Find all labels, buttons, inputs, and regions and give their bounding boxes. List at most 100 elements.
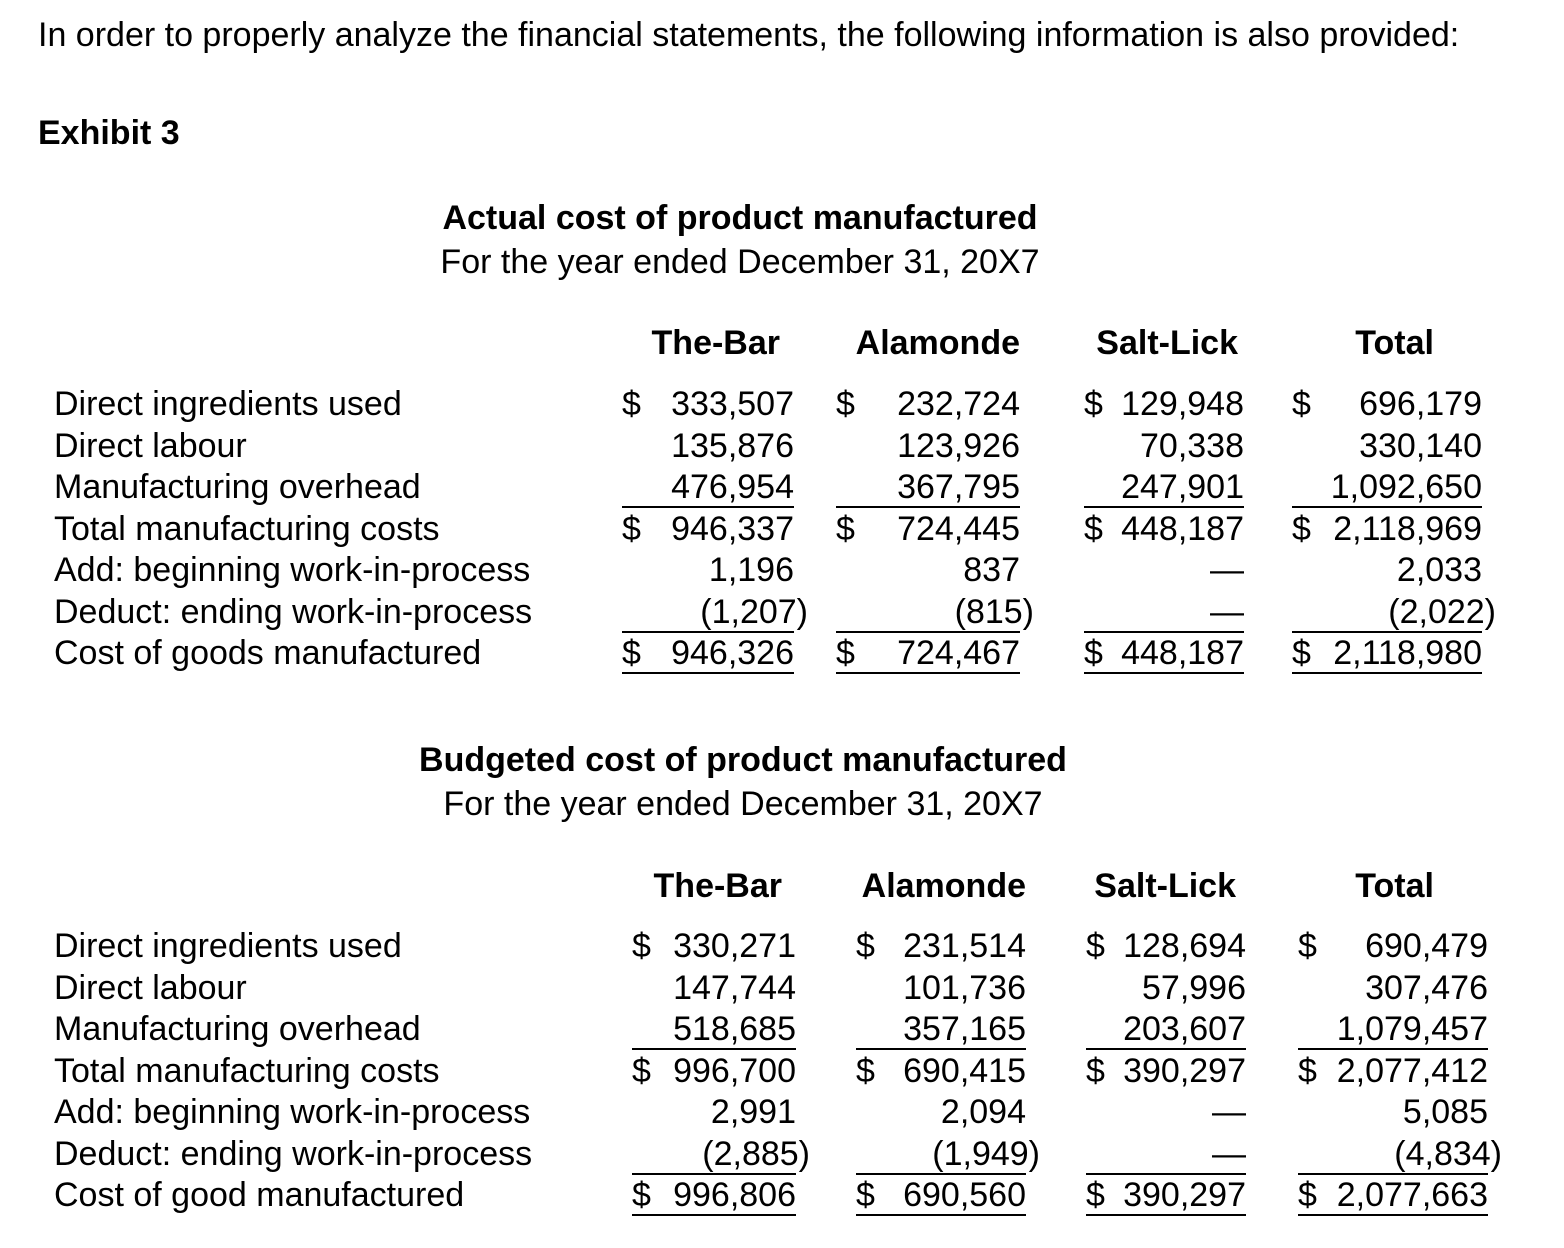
budgeted-title-block: Budgeted cost of product manufactured Fo… [380,738,1106,826]
table-cell: $2,118,980 [1292,632,1482,674]
cell-value: 690,560 [903,1176,1026,1214]
cell-value: 5,085 [1402,1093,1488,1131]
cell-value: 996,700 [673,1051,796,1090]
row-label: Deduct: ending work-in-process [54,1134,533,1173]
dollar-sign: $ [836,385,855,423]
cell-value: 696,179 [1359,385,1482,423]
cell-value: 2,118,980 [1333,634,1482,672]
cell-value: 518,685 [673,1010,796,1048]
cell-value: 390,297 [1123,1051,1246,1090]
cell-value: (2,885) [702,1134,810,1173]
row-label: Add: beginning work-in-process [54,551,531,589]
cell-value: — [1212,1134,1246,1173]
dollar-sign: $ [632,1176,651,1214]
dollar-sign: $ [856,1176,875,1214]
row-label: Cost of good manufactured [54,1176,465,1214]
table-cell: — [1086,1133,1246,1175]
cell-value: 476,954 [671,468,794,506]
table-cell: 247,901 [1084,466,1244,508]
cell-value: 307,476 [1365,968,1488,1007]
cell-value: 147,744 [673,968,796,1007]
row-label: Deduct: ending work-in-process [54,592,533,631]
budgeted-title: Budgeted cost of product manufactured [419,741,1067,779]
cell-value: (1,949) [932,1134,1040,1173]
cell-value: 2,991 [710,1093,796,1131]
table-cell: 2,991 [632,1091,796,1133]
table-cell: $390,297 [1086,1050,1246,1092]
cell-value: 101,736 [903,968,1026,1007]
dollar-sign: $ [1086,1176,1105,1214]
row-label: Cost of goods manufactured [54,634,482,672]
table-cell: 476,954 [622,466,794,508]
table-cell: $129,948 [1084,383,1244,425]
budgeted-subtitle: For the year ended December 31, 20X7 [443,785,1043,823]
dollar-sign: $ [622,385,641,423]
dollar-sign: $ [1292,509,1311,548]
actual-title-block: Actual cost of product manufactured For … [380,196,1100,284]
cell-value: 837 [963,551,1020,589]
cell-value: 330,271 [673,927,796,965]
table-cell: 123,926 [836,425,1020,467]
table-cell: $690,560 [856,1174,1026,1216]
cell-value: 946,337 [671,509,794,548]
cell-value: 70,338 [1140,426,1244,465]
row-label: Manufacturing overhead [54,1010,421,1048]
column-header-the-bar: The-Bar [651,324,780,362]
dollar-sign: $ [836,634,855,672]
dollar-sign: $ [1292,385,1311,423]
cell-value: 448,187 [1121,634,1244,672]
intro-text: In order to properly analyze the financi… [38,16,1460,54]
column-header-the-bar: The-Bar [653,867,782,905]
table-cell: $996,806 [632,1174,796,1216]
table-cell: $724,445 [836,508,1020,550]
table-cell: (815) [836,591,1034,633]
table-cell: $448,187 [1084,632,1244,674]
table-cell: 367,795 [836,466,1020,508]
table-cell: $946,326 [622,632,794,674]
table-cell: $996,700 [632,1050,796,1092]
dollar-sign: $ [622,509,641,548]
cell-value: 996,806 [673,1176,796,1214]
cell-value: (4,834) [1394,1134,1502,1173]
table-cell: $333,507 [622,383,794,425]
cell-value: 57,996 [1142,968,1246,1007]
table-cell: $231,514 [856,925,1026,967]
dollar-sign: $ [1298,1176,1317,1214]
table-cell: $696,179 [1292,383,1482,425]
table-cell: — [1086,1091,1246,1133]
table-cell: 101,736 [856,967,1026,1009]
cell-value: (1,207) [700,592,808,631]
cell-value: 2,077,663 [1336,1176,1488,1214]
table-cell: $2,077,412 [1298,1050,1488,1092]
table-cell: $690,415 [856,1050,1026,1092]
cell-value: 2,077,412 [1336,1051,1488,1090]
table-cell: — [1084,549,1244,591]
table-cell: 5,085 [1298,1091,1488,1133]
cell-value: 247,901 [1121,468,1244,506]
table-cell: 1,196 [622,549,794,591]
table-cell: (1,949) [856,1133,1040,1175]
column-header-total: Total [1355,867,1434,905]
cell-value: 330,140 [1359,426,1482,465]
table-cell: 203,607 [1086,1008,1246,1050]
cell-value: 946,326 [671,634,794,672]
cell-value: 448,187 [1121,509,1244,548]
table-cell: $946,337 [622,508,794,550]
cell-value: 2,033 [1396,551,1482,589]
table-cell: $128,694 [1086,925,1246,967]
row-label: Direct ingredients used [54,385,402,423]
dollar-sign: $ [856,1051,875,1090]
row-label: Total manufacturing costs [54,1051,440,1090]
cell-value: (2,022) [1388,592,1496,631]
cell-value: 367,795 [897,468,1020,506]
cell-value: — [1210,592,1244,631]
table-cell: $232,724 [836,383,1020,425]
dollar-sign: $ [1292,634,1311,672]
table-cell: 330,140 [1292,425,1482,467]
row-label: Direct labour [54,426,247,465]
cell-value: 135,876 [671,426,794,465]
table-cell: 70,338 [1084,425,1244,467]
table-cell: (1,207) [622,591,808,633]
cell-value: 123,926 [897,426,1020,465]
table-cell: 2,094 [856,1091,1026,1133]
